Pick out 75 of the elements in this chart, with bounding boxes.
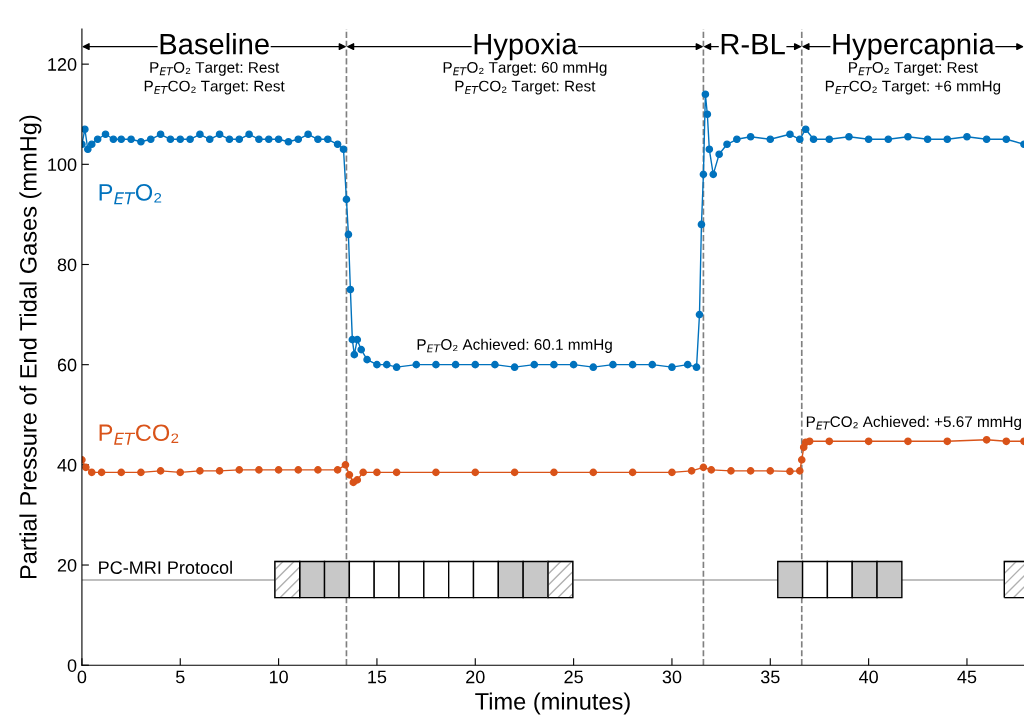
point (864, 437, 873, 446)
point (628, 468, 637, 477)
point (176, 468, 185, 477)
point (707, 466, 716, 474)
annotation: P$_{ET}$CO₂ Achieved: +5.67 mmHg (806, 415, 1021, 431)
series-label: P$_{ET}$CO₂ (99, 424, 179, 445)
y-axis-title: Partial Pressure of End Tidal Gases (mmHg) (19, 115, 42, 579)
y-tick-label: 80 (57, 258, 77, 272)
y-tick-label: 100 (48, 158, 77, 172)
x-axis-title: Time (minutes) (475, 692, 630, 715)
point (904, 437, 912, 446)
point (943, 437, 952, 446)
point (589, 468, 598, 477)
annotation: Baseline (160, 33, 269, 55)
point (550, 468, 558, 477)
point (432, 468, 440, 477)
point (786, 467, 794, 476)
y-tick-label: 120 (48, 58, 77, 71)
point (117, 468, 126, 477)
point (797, 456, 806, 464)
x-tick-label: 35 (760, 670, 780, 684)
point (156, 467, 165, 475)
x-tick-label: 5 (175, 670, 185, 684)
annotation: Hypoxia (474, 33, 578, 61)
x-tick-label: 40 (859, 670, 878, 684)
annotation: Hypercapnia (833, 33, 995, 61)
point (353, 476, 362, 484)
point (345, 471, 354, 479)
ref-line-label: PC-MRI Protocol (99, 560, 232, 574)
point (82, 463, 90, 472)
point (746, 467, 755, 475)
x-tick-label: 30 (662, 670, 682, 684)
point (687, 467, 696, 475)
point (795, 467, 804, 475)
y-tick-label: 60 (57, 358, 77, 372)
text: P$_{ET}$O₂ Target: Rest P$_{ET}$CO₂ Target: Rest (144, 61, 285, 95)
point (699, 463, 708, 472)
text: P$_{ET}$O₂ Target: Rest P$_{ET}$CO₂ Target: +6 mmHg (825, 61, 1001, 95)
point (341, 461, 350, 469)
point (668, 468, 676, 477)
point (359, 468, 367, 477)
y-tick-label: 0 (67, 659, 77, 672)
x-tick-label: 10 (269, 670, 288, 684)
annotation: P$_{ET}$O₂ Target: 60 mmHg P$_{ET}$CO₂ Target: Rest (443, 61, 607, 95)
x-tick-label: 20 (466, 670, 485, 684)
point (510, 468, 519, 477)
series-label: P$_{ET}$O₂ (99, 183, 162, 205)
annotation: P$_{ET}$O₂ Achieved: 60.1 mmHg (417, 338, 612, 353)
point (137, 468, 145, 477)
point (471, 468, 480, 477)
point (982, 435, 991, 444)
point (333, 466, 342, 474)
point (255, 466, 263, 474)
point (805, 437, 814, 446)
annotation: R-BL (721, 34, 785, 55)
point (1002, 437, 1011, 446)
x-tick-label: 25 (564, 670, 583, 684)
point (314, 466, 322, 474)
point (274, 466, 283, 474)
point (766, 467, 775, 475)
x-tick-label: 0 (77, 670, 87, 684)
point (87, 468, 96, 477)
point (215, 467, 224, 475)
point (727, 467, 735, 475)
x-tick-label: 45 (957, 670, 977, 684)
point (235, 466, 244, 474)
point (392, 468, 401, 477)
point (196, 467, 204, 475)
y-tick-label: 40 (57, 458, 77, 472)
x-tick-label: 15 (368, 670, 387, 684)
point (97, 468, 106, 477)
y-tick-label: 20 (57, 558, 77, 572)
point (373, 468, 381, 477)
point (825, 437, 834, 446)
point (294, 466, 303, 474)
